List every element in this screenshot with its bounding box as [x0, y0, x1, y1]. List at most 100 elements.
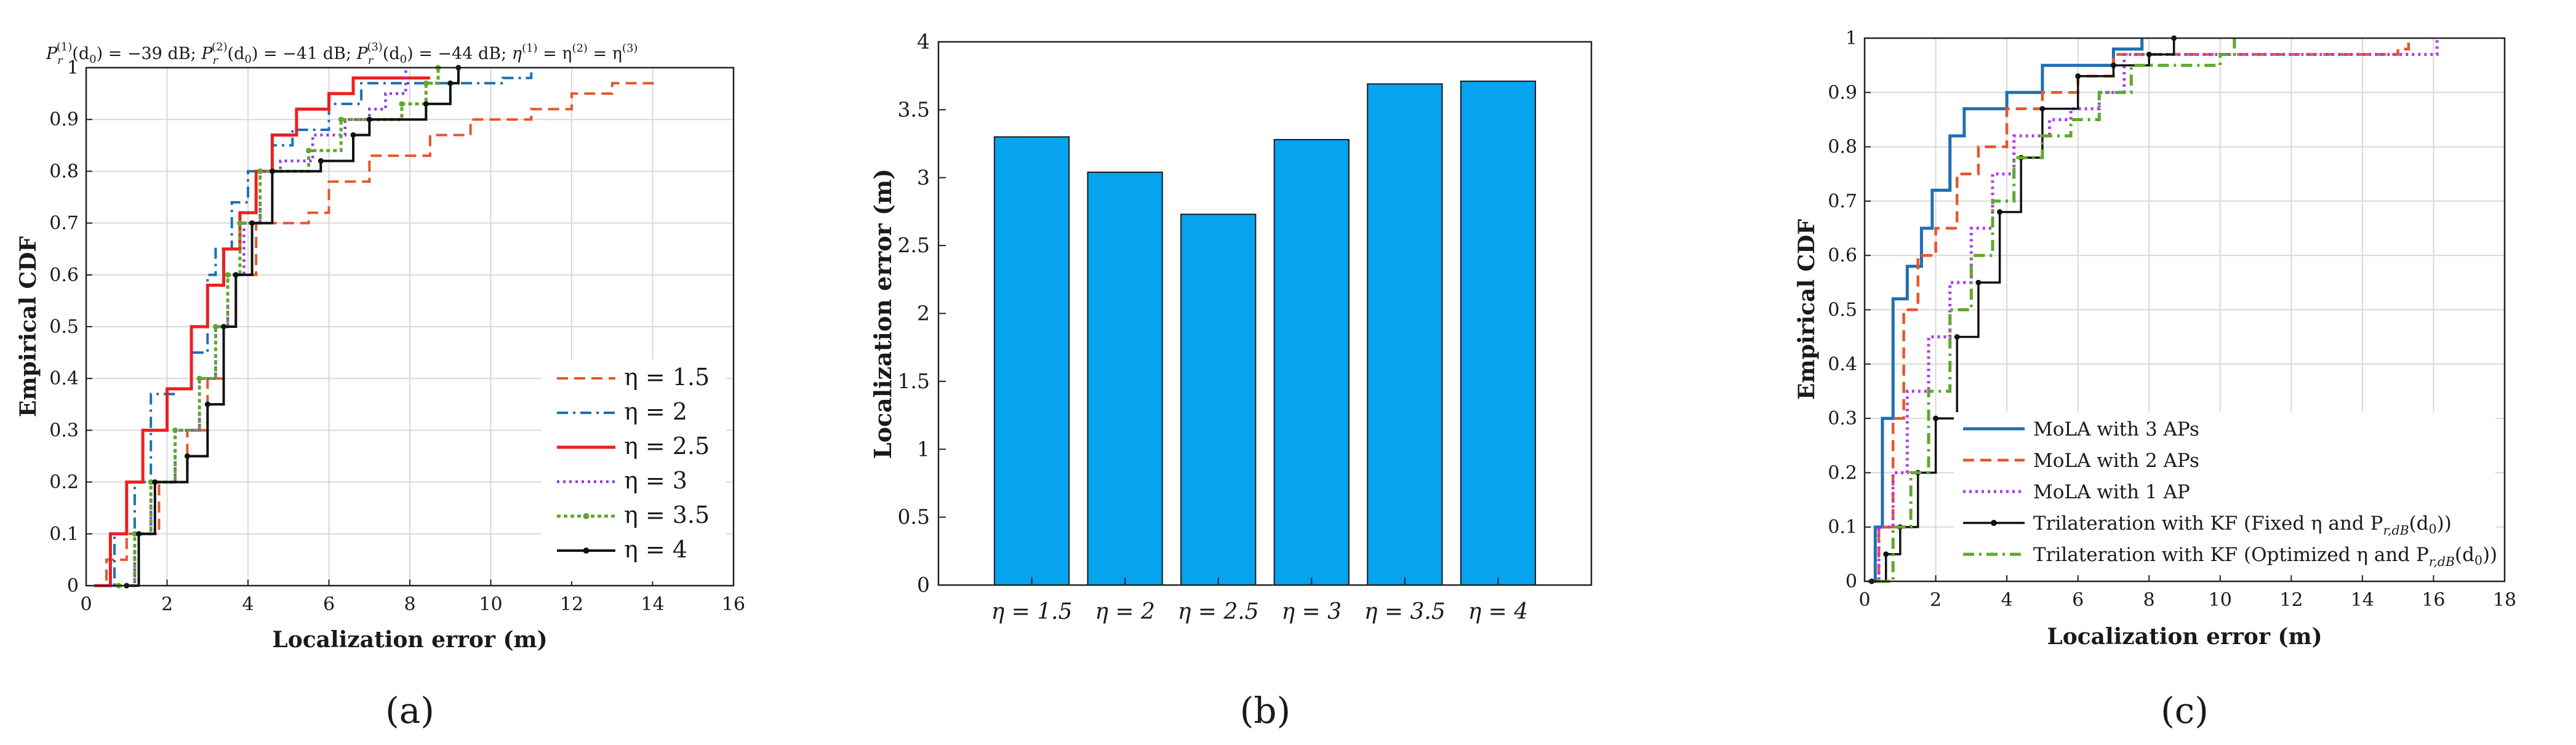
x-tick-label: 2	[1930, 589, 1942, 611]
y-tick-label: 0.9	[1828, 82, 1857, 103]
y-tick-label: 0	[67, 575, 79, 597]
legend-label-5: η = 3.5	[624, 501, 710, 528]
series-point-6	[366, 116, 372, 122]
panel-a-ticks: 0 2 4 6 8 10 12 14 16 0 0.1 0.2 0.3 0.4 0.5 0.6 0.7 0.8 0.…	[49, 57, 745, 615]
y-tick-label: 0.9	[49, 109, 79, 130]
y-tick-label: 0.7	[49, 213, 79, 234]
panel-b-label: (b)	[1240, 690, 1290, 731]
series-point-4	[2039, 106, 2046, 112]
legend-label-1: MoLA with 3 APs	[2033, 418, 2199, 440]
series-point-5	[148, 479, 154, 485]
y-tick-label: 0.8	[49, 161, 79, 182]
y-tick-label: 0.6	[1828, 245, 1857, 266]
x-tick-label: 4	[242, 594, 254, 615]
x-tick-label: η = 4	[1468, 599, 1529, 624]
series-line-3	[94, 76, 430, 588]
x-tick-label: 14	[641, 594, 664, 615]
y-tick-label: 2	[917, 301, 930, 325]
x-tick-label: 10	[2209, 589, 2232, 611]
series-point-5	[306, 148, 312, 154]
series-point-6	[269, 168, 275, 174]
series-point-6	[233, 272, 239, 278]
panel-a-ylabel: Empirical CDF	[15, 236, 41, 417]
y-tick-label: 0	[1846, 571, 1857, 592]
y-tick-label: 3	[917, 165, 930, 189]
x-tick-label: 6	[323, 594, 335, 615]
series-point-4	[1975, 279, 1982, 285]
series-point-6	[152, 479, 158, 485]
series-point-4	[1883, 551, 1889, 557]
y-tick-label: 0.5	[1828, 300, 1857, 321]
legend-label-1: η = 1.5	[624, 364, 710, 391]
series-point-4	[2146, 51, 2152, 57]
series-line-2	[1868, 38, 2410, 583]
y-tick-label: 0.3	[1828, 408, 1857, 429]
panel-c-legend: MoLA with 3 APs MoLA with 2 APs MoLA with …	[1954, 412, 2497, 575]
series-point-5	[423, 80, 429, 86]
y-tick-label: 0.4	[49, 368, 79, 389]
y-tick-label: 0.2	[49, 472, 79, 493]
series-point-4	[2110, 62, 2116, 68]
series-point-6	[318, 158, 324, 164]
y-tick-label: 0.1	[49, 524, 79, 545]
series-point-6	[423, 101, 429, 107]
series-point-5	[132, 531, 138, 537]
y-tick-label: 4	[917, 30, 930, 54]
x-tick-label: 12	[560, 594, 583, 615]
series-line-1	[1868, 38, 2144, 583]
y-tick-label: 0.1	[1828, 517, 1857, 538]
series-point-5	[338, 116, 344, 122]
legend-label-4: Trilateration with KF (Fixed η and Pr,dB…	[2033, 512, 2452, 538]
panel-c-ticks: 0 2 4 6 8 10 12 14 16 18 0 0.1 0.2 0.3 0.4 0.5 0.6 0.7 0.8…	[1828, 28, 2516, 611]
series-line-1	[94, 78, 654, 587]
series-point-5	[172, 427, 178, 433]
x-tick-label: η = 2	[1095, 599, 1155, 624]
panel-c-legend-box	[1954, 412, 2495, 575]
series-point-5	[237, 220, 243, 226]
series-point-6	[447, 80, 454, 86]
y-tick-label: 0.8	[1828, 137, 1857, 158]
x-tick-label: 10	[479, 594, 502, 615]
y-tick-label: 1.5	[898, 369, 930, 393]
x-tick-label: 0	[80, 594, 92, 615]
panel-a-legend: η = 1.5 η = 2 η = 2.5 η = 3 η = 3.5 η = 4	[542, 360, 726, 581]
x-tick-label: 8	[404, 594, 415, 615]
legend-marker-4	[1991, 520, 1997, 526]
series-point-5	[257, 168, 263, 174]
legend-label-2: MoLA with 2 APs	[2033, 450, 2199, 472]
panel-c-label: (c)	[2161, 690, 2209, 731]
panel-a-label: (a)	[385, 690, 434, 731]
legend-label-2: η = 2	[624, 398, 687, 425]
legend-label-6: η = 4	[624, 536, 687, 563]
panel-c: 0 2 4 6 8 10 12 14 16 18 0 0.1 0.2 0.3 0.4 0.5 0.6 0.7 0.8…	[1794, 28, 2516, 731]
y-tick-label: 1	[917, 437, 930, 461]
bar-2	[1087, 171, 1163, 586]
legend-label-4: η = 3	[624, 467, 687, 494]
series-point-6	[204, 401, 210, 407]
series-point-6	[249, 220, 255, 226]
x-tick-label: η = 1.5	[991, 599, 1073, 624]
x-tick-label: 16	[2422, 589, 2445, 611]
legend-label-3: MoLA with 1 AP	[2033, 481, 2190, 503]
y-tick-label: 3.5	[898, 97, 930, 121]
panel-a: Pr(1)(d0) = −39 dB; Pr(2)(d0) = −41 dB; …	[15, 41, 745, 731]
series-point-4	[1954, 334, 1960, 340]
x-tick-label: 6	[2072, 589, 2084, 611]
x-tick-label: 0	[1858, 589, 1870, 611]
legend-label-5: Trilateration with KF (Optimized η and P…	[2033, 544, 2497, 569]
bar-6	[1460, 81, 1537, 586]
y-tick-label: 2.5	[898, 233, 930, 257]
series-line-5	[1879, 38, 2236, 583]
series-point-6	[221, 324, 227, 330]
x-tick-label: 8	[2143, 589, 2155, 611]
bar-4	[1273, 138, 1350, 586]
x-tick-label: 16	[722, 594, 745, 615]
y-tick-label: 0.3	[49, 420, 79, 441]
x-tick-label: 14	[2351, 589, 2374, 611]
x-tick-label: η = 2.5	[1178, 599, 1259, 624]
series-point-5	[225, 272, 231, 278]
panel-c-ylabel: Empirical CDF	[1794, 219, 1820, 400]
x-tick-label: η = 3.5	[1364, 599, 1446, 624]
x-tick-label: 18	[2493, 589, 2516, 611]
